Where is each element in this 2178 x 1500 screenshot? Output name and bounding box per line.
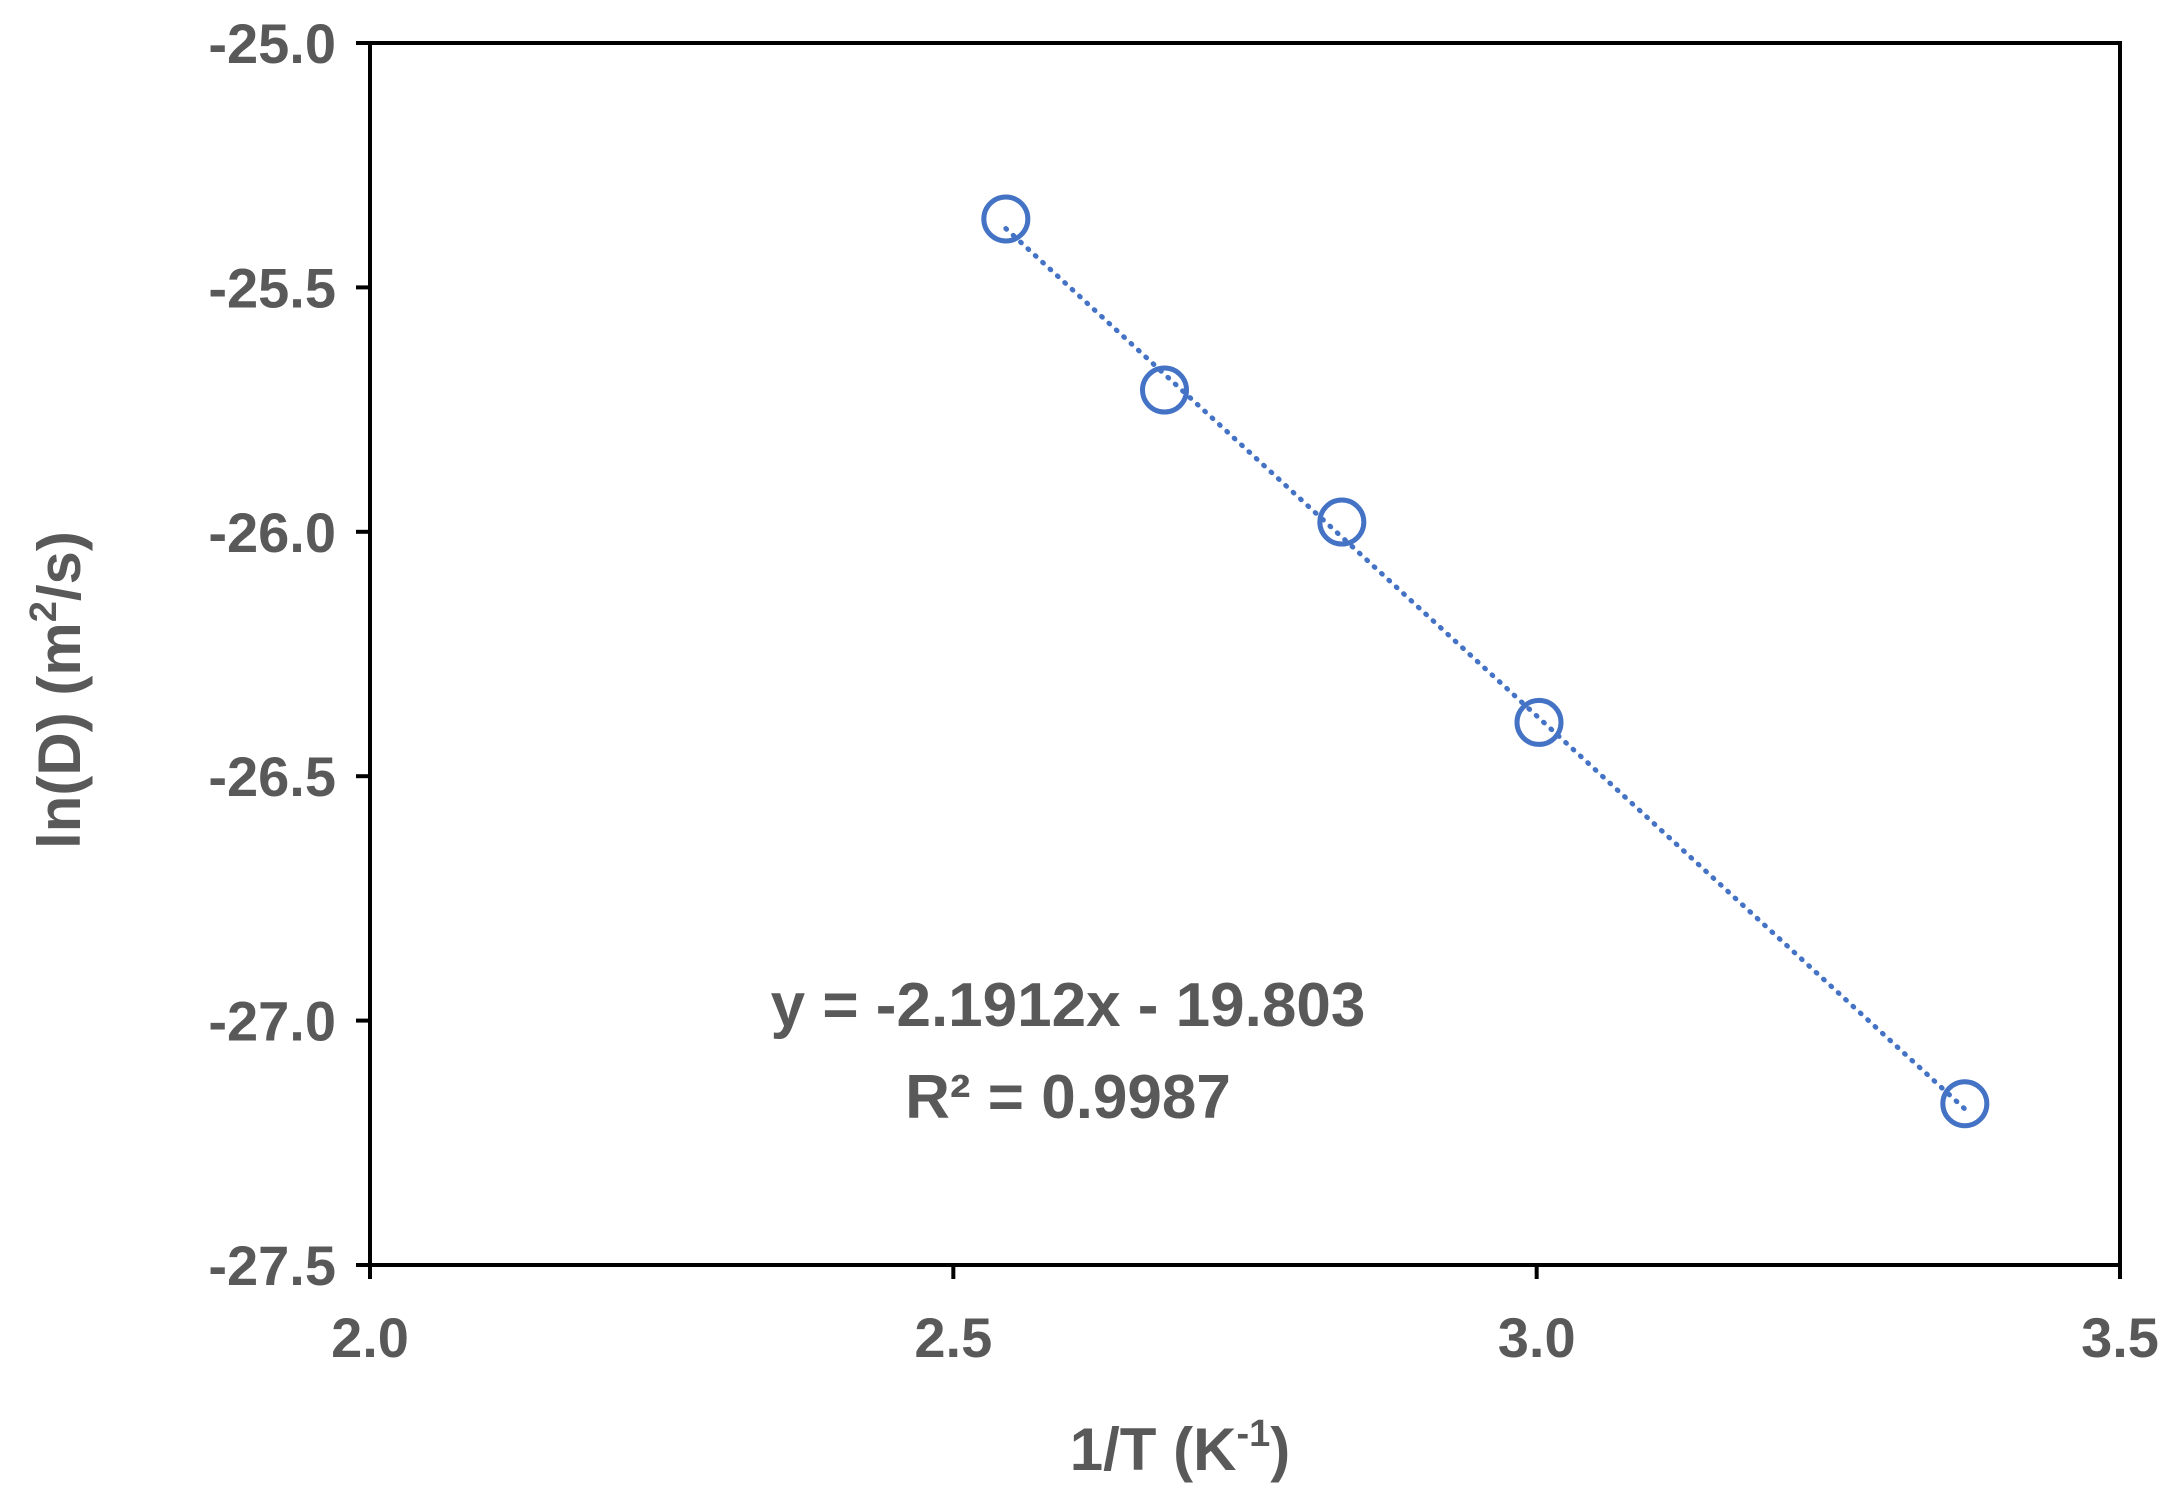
x-tick-label: 2.5 [914,1306,992,1369]
x-tick-label: 2.0 [331,1306,409,1369]
y-axis-title: ln(D) (m2/s) [23,531,93,849]
plot-area-frame [368,41,2122,1267]
r-squared-label: R² = 0.9987 [905,1063,1231,1132]
y-tick-label: -26.0 [208,501,336,564]
y-tick-label: -25.5 [208,256,336,319]
data-point [1140,365,1189,415]
trendline [1003,226,1968,1112]
equation-label: y = -2.1912x - 19.803 [771,971,1366,1040]
x-axis-title: 1/T (K-1) [1070,1413,1290,1483]
y-tick-label: -27.5 [208,1234,336,1297]
data-points [981,194,1990,1129]
data-point [1940,1079,1990,1129]
x-tick-label: 3.5 [2081,1306,2159,1369]
data-point [1514,697,1564,747]
y-tick-label: -27.0 [208,990,336,1053]
tick-labels: 2.0 2.5 3.0 3.5 -25.0 -25.5 -26.0 -26.5 -27.0 -27… [208,12,2159,1369]
x-tick-label: 3.0 [1498,1306,1576,1369]
data-point [981,194,1031,244]
data-point [1317,497,1367,547]
tick-marks [356,41,2122,1279]
y-tick-label: -25.0 [208,12,336,75]
y-tick-label: -26.5 [208,745,336,808]
